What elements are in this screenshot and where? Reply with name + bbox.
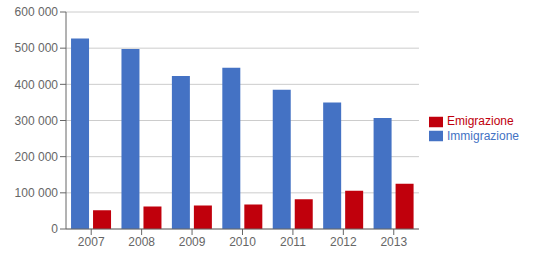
svg-text:200 000: 200 000 — [15, 150, 59, 164]
svg-text:0: 0 — [51, 222, 58, 236]
svg-text:2007: 2007 — [78, 235, 105, 249]
svg-text:2008: 2008 — [128, 235, 155, 249]
html-text:Immigrazione: Immigrazione — [447, 128, 519, 143]
svg-text:2010: 2010 — [229, 235, 256, 249]
svg-text:600 000: 600 000 — [15, 5, 59, 19]
svg-text:2011: 2011 — [280, 235, 306, 249]
svg-text:400 000: 400 000 — [15, 78, 59, 92]
svg-text:2009: 2009 — [179, 235, 206, 249]
svg-text:300 000: 300 000 — [15, 114, 59, 128]
svg-text:500 000: 500 000 — [15, 41, 59, 55]
svg-text:2012: 2012 — [330, 235, 357, 249]
html-text:Emigrazione: Emigrazione — [447, 113, 514, 128]
svg-text:100 000: 100 000 — [15, 186, 59, 200]
svg-text:2013: 2013 — [380, 235, 407, 249]
